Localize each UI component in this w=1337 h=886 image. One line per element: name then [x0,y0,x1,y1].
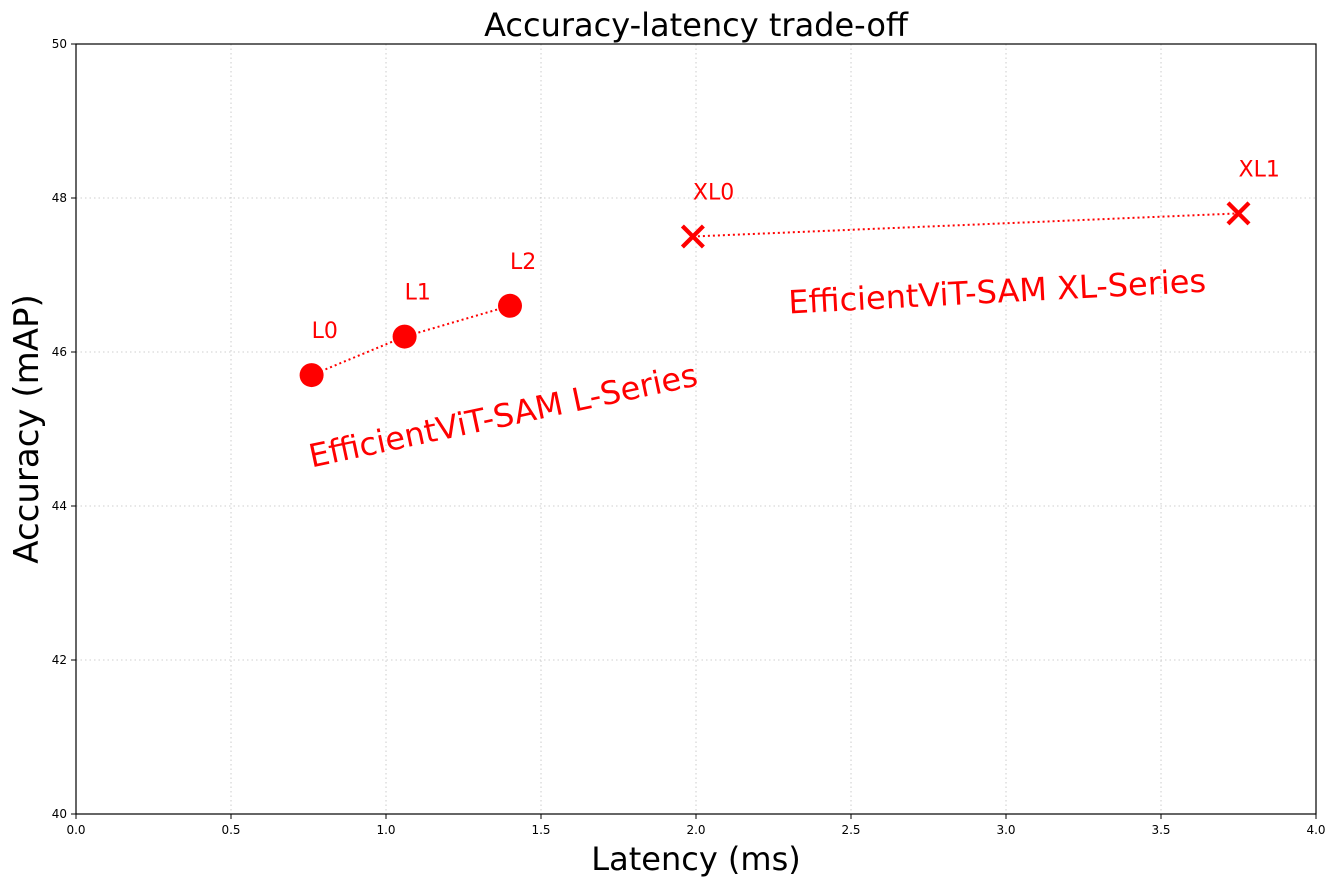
chart-title: Accuracy-latency trade-off [484,6,909,44]
x-axis-ticks: 0.0 0.5 1.0 1.5 2.0 2.5 3.0 3.5 4.0 [66,814,1326,837]
x-tick-label: 3.5 [1151,823,1170,837]
series-1: L0 L1 L2 [299,250,536,388]
x-tick-label: 2.0 [686,823,705,837]
x-tick-label: 1.5 [531,823,550,837]
y-axis-label: Accuracy (mAP) [7,294,47,563]
y-tick-label: 44 [52,499,67,513]
x-tick-label: 3.0 [996,823,1015,837]
point-label: L2 [510,250,536,275]
point-label: XL0 [693,181,734,206]
grid-lines [75,43,1317,815]
x-tick-label: 2.5 [841,823,860,837]
data-point [498,293,522,318]
data-point [680,224,705,249]
y-tick-label: 48 [52,191,67,205]
x-axis-label: Latency (ms) [591,840,800,878]
point-label: L0 [312,319,338,344]
annotation-layer: EfficientViT-SAM L-Series EfficientViT-SA… [305,262,1207,476]
y-tick-label: 40 [52,807,67,821]
y-tick-label: 42 [52,653,67,667]
series-2: XL0 XL1 [680,157,1280,249]
x-tick-label: 0.0 [66,823,85,837]
series-line [692,212,1239,238]
plot-frame [75,43,1317,815]
x-tick-label: 1.0 [376,823,395,837]
series-annotation: EfficientViT-SAM XL-Series [787,262,1207,322]
data-point [299,363,324,388]
y-tick-label: 46 [52,345,67,359]
point-label: L1 [405,281,431,306]
data-point [1226,201,1251,226]
point-label: XL1 [1239,157,1280,182]
x-tick-label: 4.0 [1306,823,1325,837]
y-tick-label: 50 [52,37,67,51]
series-layer: L0 L1 L2 XL0 XL1 [299,157,1280,388]
x-tick-label: 0.5 [221,823,240,837]
data-point [392,324,417,349]
series-annotation: EfficientViT-SAM L-Series [305,356,700,476]
y-axis-ticks: 40 42 44 46 48 50 [52,37,76,821]
